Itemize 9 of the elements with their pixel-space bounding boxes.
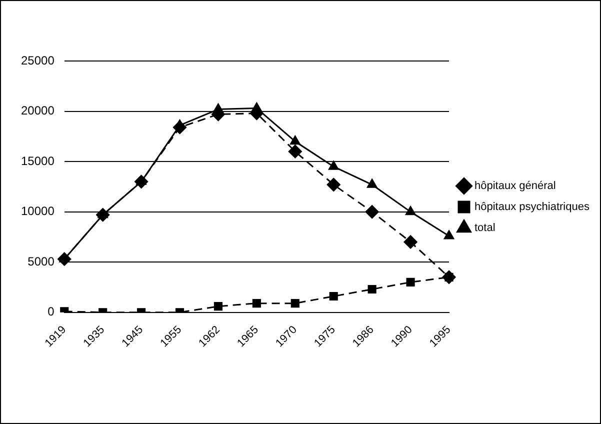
y-tick-label: 25000 [20, 53, 55, 68]
y-tick-label: 15000 [20, 154, 55, 168]
legend-label: total [474, 222, 496, 234]
y-tick-label: 5000 [28, 254, 55, 268]
y-tick-label: 0 [48, 304, 55, 319]
legend-label: hôpitaux psychiatriques [474, 201, 590, 214]
y-tick-label: 10000 [20, 204, 55, 218]
y-tick-label: 20000 [20, 104, 55, 118]
legend-label: hôpitaux général [474, 180, 556, 192]
